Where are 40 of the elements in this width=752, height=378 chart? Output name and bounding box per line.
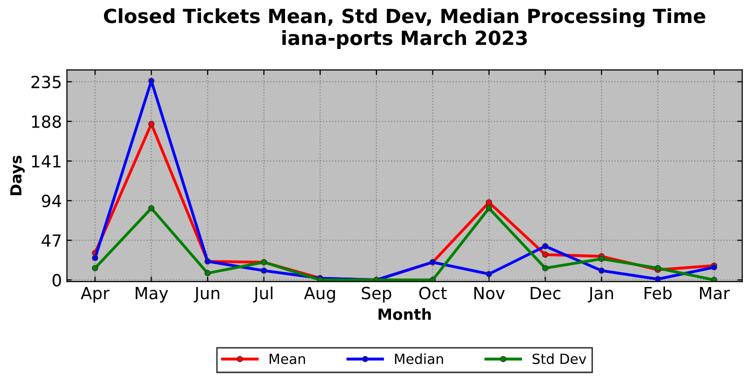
x-tick-label: Mar <box>700 286 730 300</box>
point <box>92 264 98 272</box>
point <box>204 270 211 276</box>
x-tick-label: Feb <box>644 286 672 300</box>
point <box>710 276 718 282</box>
x-tick-label: Apr <box>80 286 110 303</box>
x-axis-title: Month <box>378 308 431 320</box>
point <box>148 78 154 84</box>
x-tick-label: Jun <box>194 286 220 302</box>
legend-label: Mean <box>270 354 305 364</box>
y-axis-title: Days <box>10 156 25 196</box>
point <box>542 243 548 250</box>
x-tick-label: Jan <box>588 286 613 302</box>
point <box>486 205 492 212</box>
x-tick-label: Dec <box>530 286 560 300</box>
y-tick-label: 0 <box>52 274 61 286</box>
point <box>542 264 548 272</box>
point <box>486 270 492 278</box>
point <box>148 205 154 212</box>
y-tick-label: 141 <box>32 155 61 168</box>
x-tick-label: Oct <box>419 286 447 300</box>
point <box>598 256 605 262</box>
x-tick-label: Aug <box>304 286 335 303</box>
point <box>148 120 154 128</box>
point <box>486 199 492 206</box>
point <box>260 268 268 274</box>
y-tick-label: 47 <box>42 234 61 247</box>
x-tick-label: Sep <box>362 286 392 303</box>
legend-label: Std Dev <box>532 353 586 364</box>
point <box>92 254 98 262</box>
x-tick-label: Jul <box>252 286 272 302</box>
legend-label: Median <box>395 353 444 364</box>
chart-title: Closed Tickets Mean, Std Dev, Median Processing Time iana-ports March 2023 <box>104 8 706 49</box>
y-tick-label: 94 <box>42 194 62 208</box>
x-tick-label: Nov <box>474 286 505 300</box>
x-tick-label: May <box>136 286 168 303</box>
y-tick-label: 235 <box>31 76 61 88</box>
point <box>598 268 605 274</box>
point <box>542 251 548 258</box>
y-tick-label: 188 <box>32 115 61 128</box>
